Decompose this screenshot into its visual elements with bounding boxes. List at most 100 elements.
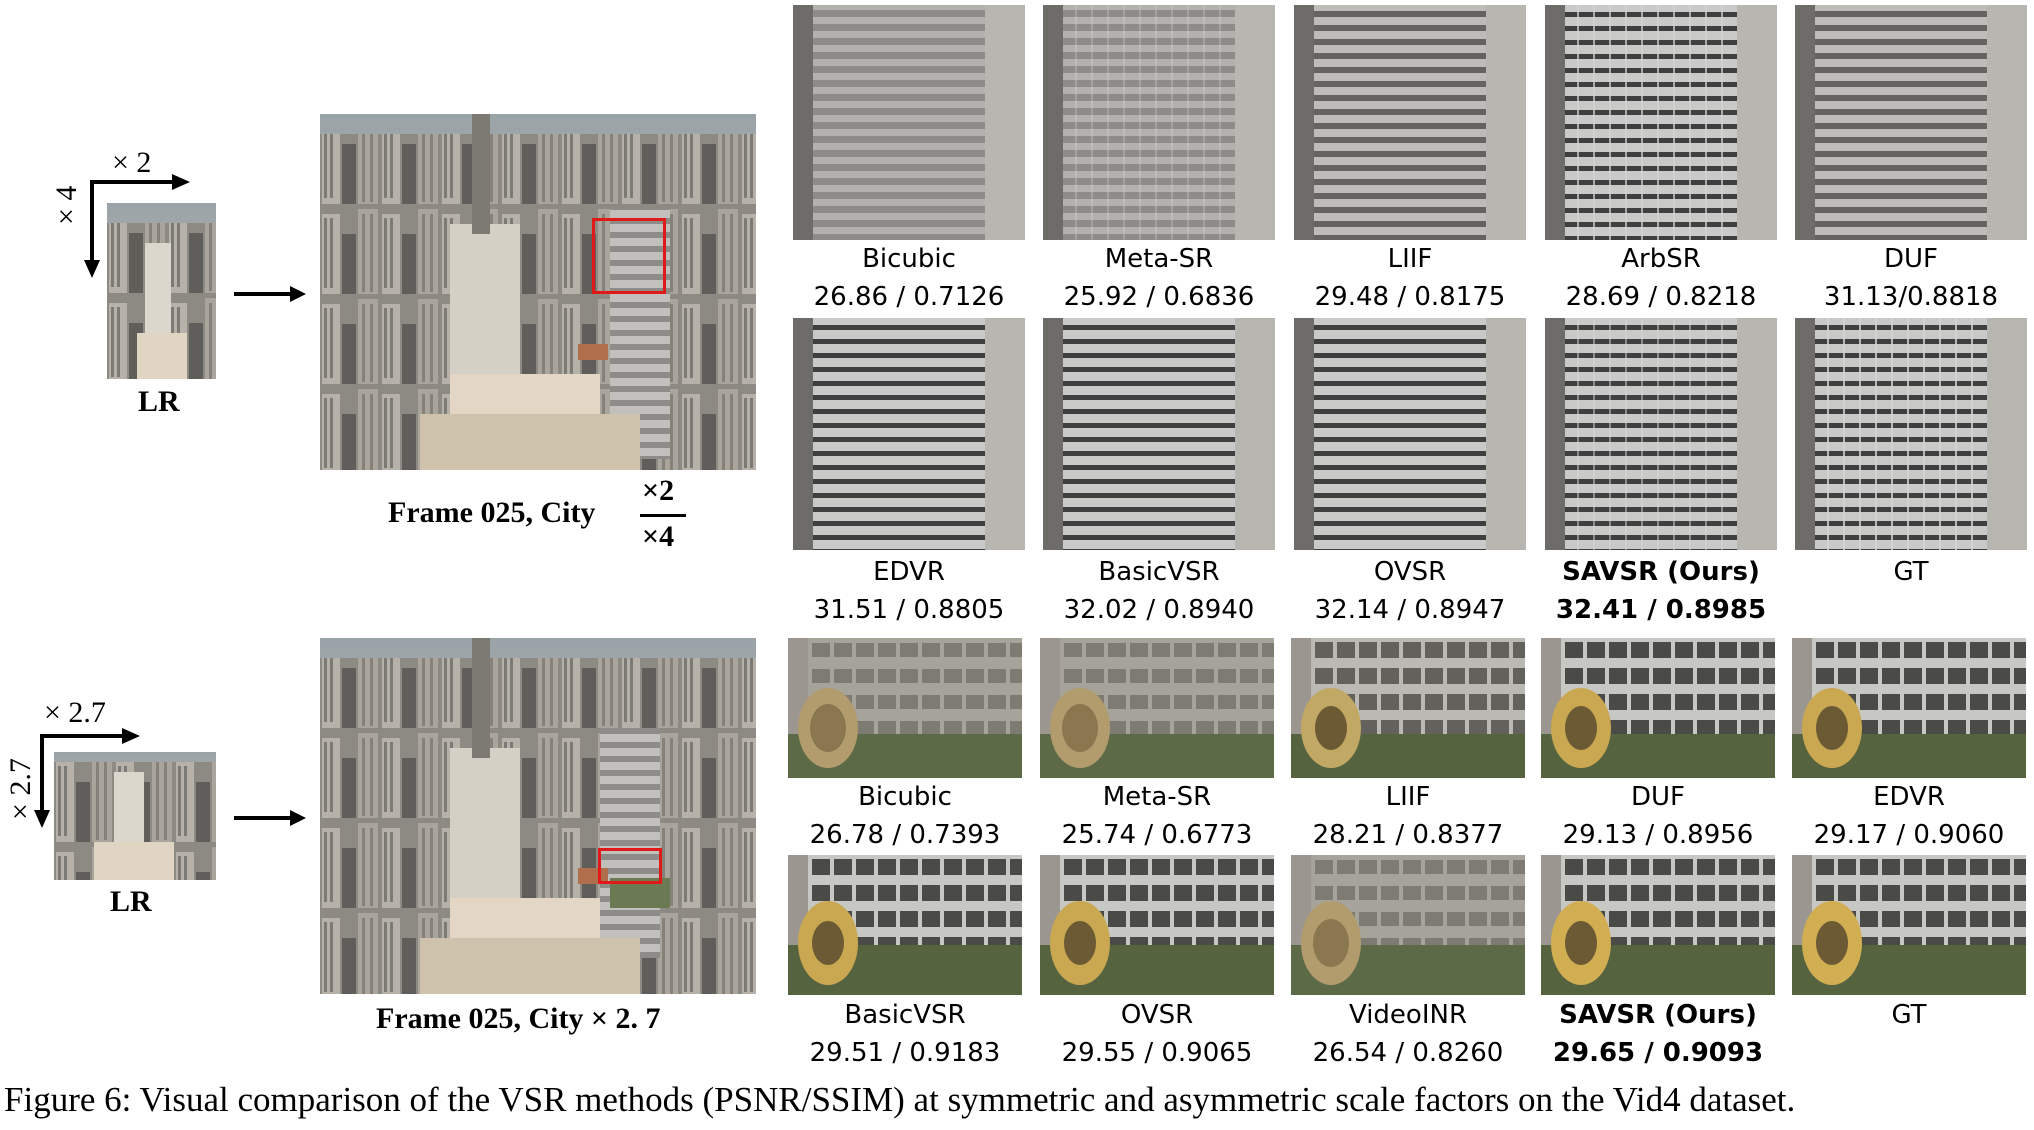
score: 32.02 / 0.8940	[1063, 595, 1255, 625]
score: 25.74 / 0.6773	[1061, 820, 1253, 850]
bottom-r1-label-2: Meta-SR 25.74 / 0.6773	[1040, 778, 1274, 854]
top-arrow-right	[234, 286, 306, 302]
score: 26.78 / 0.7393	[809, 820, 1001, 850]
method-name: Bicubic	[862, 244, 956, 274]
method-name: DUF	[1630, 782, 1685, 812]
bottom-r1-tile-metasr	[1040, 638, 1274, 778]
top-r2-tile-ovsr	[1294, 318, 1526, 550]
top-scale-h-label: × 2	[112, 146, 152, 179]
method-name: Meta-SR	[1104, 244, 1214, 274]
top-r2-label-3: OVSR 32.14 / 0.8947	[1294, 553, 1526, 629]
bottom-r2-label-1: BasicVSR 29.51 / 0.9183	[788, 996, 1022, 1072]
bottom-r2-label-3: VideoINR 26.54 / 0.8260	[1291, 996, 1525, 1072]
method-name: GT	[1893, 557, 1929, 587]
bottom-r1-label-1: Bicubic 26.78 / 0.7393	[788, 778, 1022, 854]
top-r1-label-4: ArbSR 28.69 / 0.8218	[1545, 240, 1777, 316]
top-r2-tile-savsr	[1545, 318, 1777, 550]
bottom-r2-label-4: SAVSR (Ours) 29.65 / 0.9093	[1541, 996, 1775, 1072]
top-zoom-region	[592, 218, 666, 294]
method-name: LIIF	[1385, 782, 1431, 812]
top-frac-num: ×2	[642, 474, 675, 507]
score: 31.51 / 0.8805	[813, 595, 1005, 625]
top-r2-tile-basicvsr	[1043, 318, 1275, 550]
top-r1-tile-bicubic	[793, 5, 1025, 240]
top-r1-label-2: Meta-SR 25.92 / 0.6836	[1043, 240, 1275, 316]
top-r2-label-1: EDVR 31.51 / 0.8805	[793, 553, 1025, 629]
top-r2-label-4: SAVSR (Ours) 32.41 / 0.8985	[1545, 553, 1777, 629]
score: 32.41 / 0.8985	[1555, 595, 1767, 625]
bottom-frame-label: Frame 025, City × 2. 7	[376, 1002, 661, 1035]
score: 26.86 / 0.7126	[813, 282, 1005, 312]
score: 29.17 / 0.9060	[1813, 820, 2005, 850]
top-r1-tile-duf	[1795, 5, 2027, 240]
bottom-r1-label-5: EDVR 29.17 / 0.9060	[1792, 778, 2026, 854]
bottom-r1-label-4: DUF 29.13 / 0.8956	[1541, 778, 1775, 854]
top-frac-line	[640, 514, 686, 517]
top-r2-tile-gt	[1795, 318, 2027, 550]
top-frac-den: ×4	[642, 520, 675, 553]
bottom-r1-tile-duf	[1541, 638, 1775, 778]
bottom-r2-tile-basicvsr	[788, 855, 1022, 995]
score: 29.55 / 0.9065	[1061, 1038, 1253, 1068]
method-name: Bicubic	[858, 782, 952, 812]
bottom-lr-image	[54, 752, 216, 880]
method-name: ArbSR	[1621, 244, 1701, 274]
method-name: SAVSR (Ours)	[1562, 557, 1760, 587]
top-r1-tile-arbsr	[1545, 5, 1777, 240]
top-frame-label: Frame 025, City	[388, 496, 596, 529]
score: 25.92 / 0.6836	[1063, 282, 1255, 312]
top-r1-label-1: Bicubic 26.86 / 0.7126	[793, 240, 1025, 316]
top-r1-tile-metasr	[1043, 5, 1275, 240]
bottom-arrow-right	[234, 810, 306, 826]
score: 29.65 / 0.9093	[1552, 1038, 1764, 1068]
bottom-r2-tile-gt	[1792, 855, 2026, 995]
method-name: LIIF	[1387, 244, 1433, 274]
method-name: VideoINR	[1348, 1000, 1468, 1030]
method-name: OVSR	[1120, 1000, 1194, 1030]
top-r1-label-3: LIIF 29.48 / 0.8175	[1294, 240, 1526, 316]
figure-caption: Figure 6: Visual comparison of the VSR m…	[4, 1080, 1796, 1119]
score: 29.51 / 0.9183	[809, 1038, 1001, 1068]
bottom-scale-v-label: × 2.7	[4, 758, 37, 820]
bottom-lr-label: LR	[110, 885, 152, 918]
bottom-r1-tile-liif	[1291, 638, 1525, 778]
bottom-zoom-region	[598, 848, 662, 884]
score: 28.21 / 0.8377	[1312, 820, 1504, 850]
top-lr-image	[107, 203, 216, 379]
top-r1-tile-liif	[1294, 5, 1526, 240]
bottom-scale-arrows	[34, 728, 140, 828]
score: 29.48 / 0.8175	[1314, 282, 1506, 312]
score: 29.13 / 0.8956	[1562, 820, 1754, 850]
method-name: GT	[1891, 1000, 1927, 1030]
bottom-r2-label-5: GT	[1792, 996, 2026, 1034]
bottom-scale-h-label: × 2.7	[44, 696, 106, 729]
score: 26.54 / 0.8260	[1312, 1038, 1504, 1068]
method-name: OVSR	[1373, 557, 1447, 587]
method-name: BasicVSR	[844, 1000, 966, 1030]
bottom-frame-image	[320, 638, 756, 994]
bottom-r2-tile-ovsr	[1040, 855, 1274, 995]
method-name: Meta-SR	[1102, 782, 1212, 812]
bottom-r1-label-3: LIIF 28.21 / 0.8377	[1291, 778, 1525, 854]
top-scale-arrows	[84, 174, 190, 278]
top-frame-image	[320, 114, 756, 470]
bottom-r2-tile-videoinr	[1291, 855, 1525, 995]
bottom-r1-tile-bicubic	[788, 638, 1022, 778]
top-lr-label: LR	[138, 385, 180, 418]
method-name: BasicVSR	[1098, 557, 1220, 587]
score: 31.13/0.8818	[1823, 282, 1999, 312]
method-name: DUF	[1883, 244, 1938, 274]
top-r2-label-5: GT	[1795, 553, 2027, 591]
top-r1-label-5: DUF 31.13/0.8818	[1795, 240, 2027, 316]
method-name: EDVR	[1873, 782, 1945, 812]
method-name: EDVR	[873, 557, 945, 587]
bottom-r1-tile-edvr	[1792, 638, 2026, 778]
top-r2-label-2: BasicVSR 32.02 / 0.8940	[1043, 553, 1275, 629]
top-r2-tile-edvr	[793, 318, 1025, 550]
method-name: SAVSR (Ours)	[1559, 1000, 1757, 1030]
top-scale-v-label: × 4	[50, 185, 83, 225]
bottom-r2-tile-savsr	[1541, 855, 1775, 995]
score: 28.69 / 0.8218	[1565, 282, 1757, 312]
score: 32.14 / 0.8947	[1314, 595, 1506, 625]
bottom-r2-label-2: OVSR 29.55 / 0.9065	[1040, 996, 1274, 1072]
